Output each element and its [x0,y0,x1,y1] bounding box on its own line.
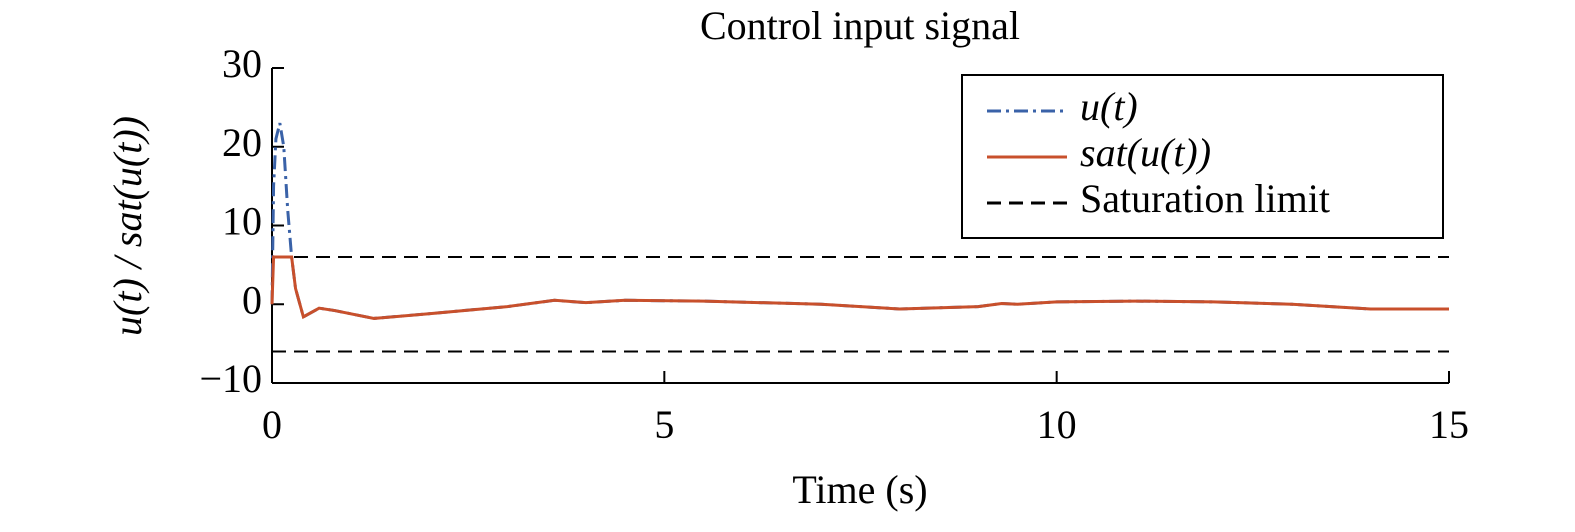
y-tick-label: 0 [242,277,262,322]
series-line [270,255,1449,320]
y-tick-label: 30 [222,41,262,86]
x-axis-label: Time (s) [792,467,927,512]
y-tick-label: −10 [199,356,262,401]
legend-label: sat(u(t)) [1080,130,1211,175]
y-axis-label: u(t) / sat(u(t)) [105,116,150,336]
legend-label: Saturation limit [1080,176,1330,221]
x-tick-label: 5 [654,402,674,447]
x-tick-label: 0 [262,402,282,447]
x-tick-label: 15 [1429,402,1469,447]
chart-title: Control input signal [700,3,1020,48]
x-tick-label: 10 [1037,402,1077,447]
y-tick-label: 20 [222,120,262,165]
y-tick-label: 10 [222,199,262,244]
legend-label: u(t) [1080,84,1138,129]
